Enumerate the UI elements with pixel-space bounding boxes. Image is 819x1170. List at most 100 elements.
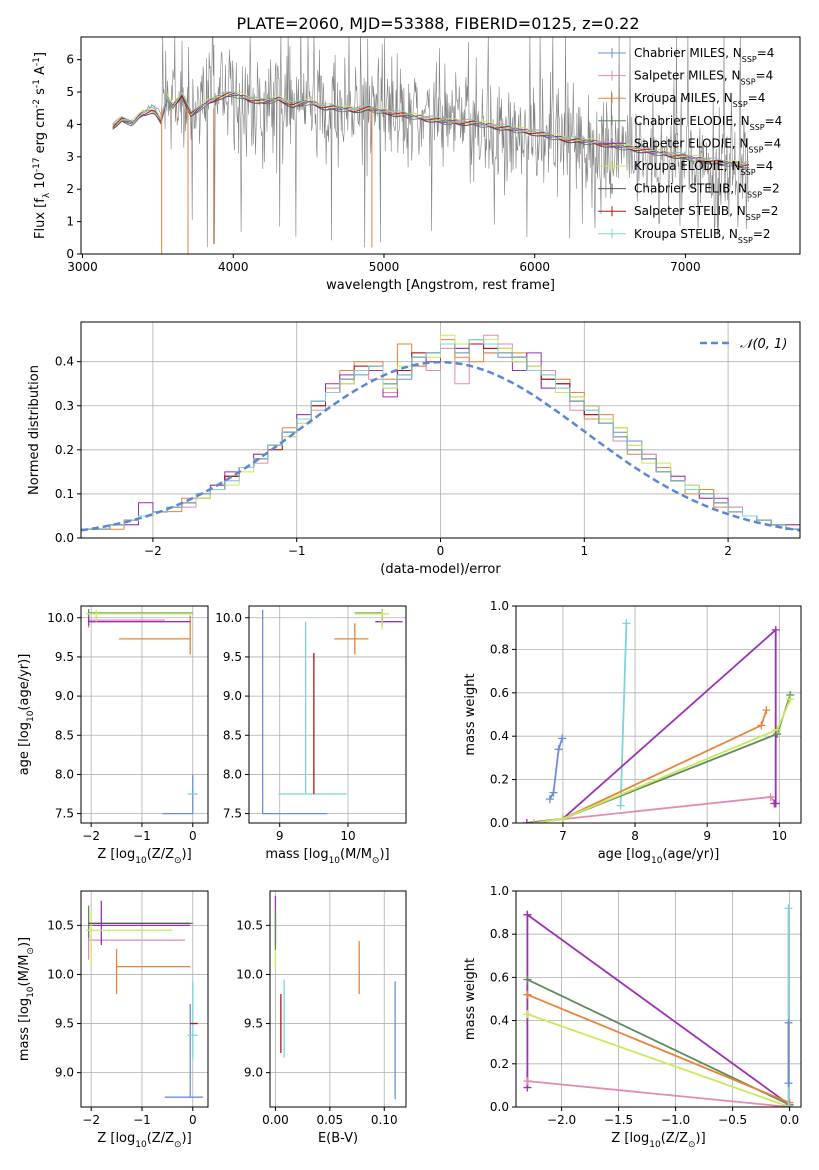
label-part: )] [182, 1131, 192, 1146]
label-part: SSP [733, 100, 748, 109]
y-tick-label: 9.5 [55, 1017, 74, 1031]
label-part: log [631, 847, 651, 862]
label-part: Kroupa ELODIE, [634, 159, 732, 173]
y-tick-label: 0.6 [490, 970, 509, 984]
label-part: N [724, 91, 733, 105]
label-part: wavelength [Angstrom, rest frame] [326, 278, 555, 293]
label-part: Chabrier MILES, [634, 46, 733, 60]
y-tick-label: 10.0 [236, 967, 263, 981]
label-part: mass weight [463, 673, 478, 755]
label-part: Salpeter MILES, [634, 69, 732, 83]
model-line [112, 91, 749, 165]
label-part: SSP [746, 213, 761, 222]
label-part: age [ [598, 847, 631, 862]
weight-marker [558, 814, 567, 823]
label-part: Z [165, 847, 174, 862]
x-tick-label: −0.5 [718, 1113, 747, 1127]
y-tick-label: 1.0 [490, 884, 509, 898]
y-tick-label: 1.0 [490, 599, 509, 613]
y-tick-label: 0.3 [55, 399, 74, 413]
y-axis-label: mass [log10(M/M⊙)] [17, 937, 36, 1061]
x-tick-label: 0 [437, 544, 445, 558]
legend-label: Salpeter STELIB, NSSP=2 [634, 204, 778, 222]
label-part: age [ [17, 742, 32, 775]
weight-marker [523, 990, 532, 999]
weight-marker [784, 1018, 793, 1027]
legend-label: Kroupa MILES, NSSP=4 [634, 91, 765, 109]
model-line [112, 91, 749, 167]
x-tick-label: −1 [133, 1113, 151, 1127]
weight-marker [523, 1010, 532, 1019]
weight-marker [770, 799, 779, 808]
y-tick-label: 7.5 [223, 807, 242, 821]
label-part: log [17, 722, 32, 742]
label-part: -1 [32, 57, 42, 66]
y-tick-label: 8.0 [55, 767, 74, 781]
label-part: SSP [738, 235, 753, 244]
label-part: ⊙ [26, 947, 36, 955]
legend-label: Chabrier MILES, NSSP=4 [634, 46, 774, 64]
y-tick-label: 9.0 [55, 689, 74, 703]
x-tick-label: 7000 [670, 260, 701, 274]
weight-marker [522, 819, 531, 823]
label-part: 10 [135, 1140, 147, 1150]
axes-frame [80, 36, 801, 255]
plot-area [112, 37, 750, 254]
x-tick-label: 7 [559, 829, 567, 843]
weight-marker [773, 725, 782, 734]
y-tick-label: 0.2 [55, 443, 74, 457]
weight-marker [784, 1103, 793, 1107]
plot-area [522, 619, 795, 823]
y-axis-label: age [log10(age/yr)] [17, 654, 36, 776]
y-tick-label: 0.0 [490, 1100, 509, 1114]
y-tick-label: 9.5 [223, 650, 242, 664]
label-part: SSP [741, 168, 756, 177]
axes-frame [248, 605, 407, 824]
label-part: ⊙ [174, 1140, 182, 1150]
weight-marker [523, 910, 532, 919]
label-part: )] [17, 937, 32, 947]
label-part: N [738, 182, 747, 196]
label-part: (age/yr)] [662, 847, 719, 862]
y-tick-label: 6 [66, 53, 74, 67]
weight-marker [554, 745, 563, 754]
label-part: (Z/ [147, 1131, 166, 1146]
label-part: ⊙ [174, 856, 182, 866]
weight-marker [757, 721, 766, 730]
label-part: M [17, 955, 32, 966]
label-part: log [115, 847, 135, 862]
weight-line [527, 1013, 790, 1107]
y-tick-label: 0.0 [490, 816, 509, 830]
label-part: ] [33, 52, 48, 57]
weight-line [549, 738, 564, 800]
label-part: Salpeter STELIB, [634, 204, 737, 218]
x-tick-label: 0.00 [262, 1113, 289, 1127]
label-part: 10 [649, 1140, 661, 1150]
label-part: (M/ [17, 965, 32, 986]
label-part: log [629, 1131, 649, 1146]
weight-line [527, 993, 790, 1104]
x-tick-label: 8 [631, 829, 639, 843]
label-part: 10 [329, 856, 341, 866]
x-tick-label: −2 [82, 1113, 100, 1127]
label-part: N [732, 159, 741, 173]
x-tick-label: 0.10 [371, 1113, 398, 1127]
axes-frame [515, 605, 802, 824]
label-part: log [309, 847, 329, 862]
weight-line [527, 1080, 790, 1107]
label-part: Z [165, 1131, 174, 1146]
x-tick-label: 0.0 [780, 1113, 799, 1127]
x-tick-label: 10 [340, 829, 355, 843]
label-part: N [741, 114, 750, 128]
label-part: log [17, 998, 32, 1018]
label-part: mass [ [265, 847, 308, 862]
legend-label: Salpeter ELODIE, NSSP=4 [634, 136, 781, 154]
axes-residuals: −2 −1 0 1 2 0.0 0.1 0.2 0.3 0.4 (data-model)/error… [27, 321, 801, 577]
label-part: 10 [26, 710, 36, 722]
label-part: cm [33, 108, 48, 128]
weight-marker [523, 975, 532, 984]
plot-area [274, 895, 396, 1100]
